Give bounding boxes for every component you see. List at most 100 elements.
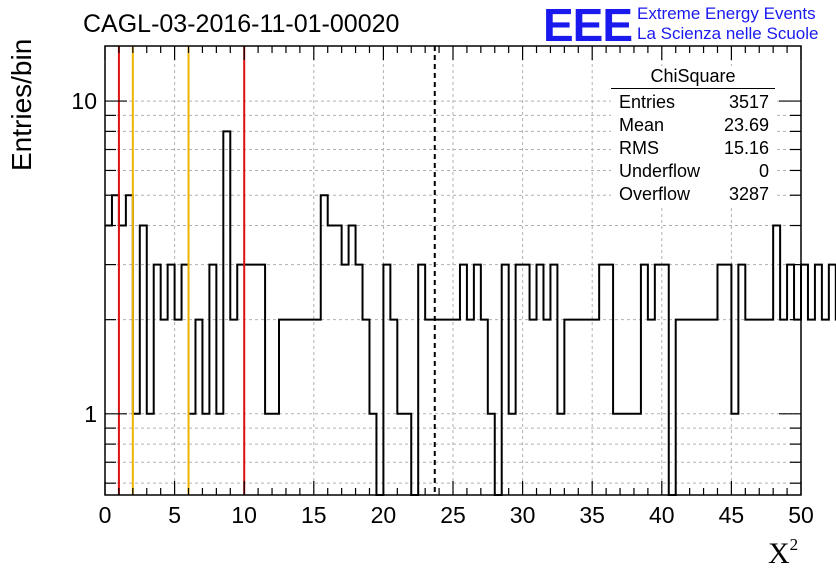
- histogram-bar: [342, 265, 349, 495]
- histogram-bar: [731, 414, 738, 495]
- stats-label: Overflow: [619, 183, 690, 206]
- histogram-bar: [815, 265, 822, 495]
- histogram-bar: [627, 414, 634, 495]
- histogram-bar: [676, 320, 683, 495]
- histogram-bar: [606, 265, 613, 495]
- histogram-bar: [154, 265, 161, 495]
- histogram-bar: [704, 320, 711, 495]
- x-tick-label: 50: [788, 502, 814, 528]
- histogram-bar: [328, 226, 335, 495]
- histogram-bar: [773, 226, 780, 495]
- x-axis-label: X2: [768, 535, 798, 571]
- eee-logo: EEE: [543, 2, 632, 48]
- histogram-bar: [251, 265, 258, 495]
- histogram-bar: [175, 320, 182, 495]
- histogram-bar: [293, 320, 300, 495]
- histogram-bar: [530, 320, 537, 495]
- histogram-bar: [724, 265, 731, 495]
- histogram-bar: [189, 414, 196, 495]
- histogram-bar: [223, 131, 230, 495]
- x-tick-label: 40: [649, 502, 675, 528]
- histogram-bar: [314, 320, 321, 495]
- histogram-bar: [272, 414, 279, 495]
- x-tick-label: 20: [371, 502, 397, 528]
- histogram-bar: [244, 265, 251, 495]
- x-tick-label: 25: [440, 502, 466, 528]
- histogram-bar: [425, 320, 432, 495]
- histogram-bar: [481, 320, 488, 495]
- histogram-bar: [537, 265, 544, 495]
- histogram-bar: [216, 414, 223, 495]
- y-tick-label: 10: [71, 88, 97, 114]
- histogram-bar: [585, 320, 592, 495]
- histogram-bar: [474, 265, 481, 495]
- histogram-bar: [418, 265, 425, 495]
- histogram-bar: [620, 414, 627, 495]
- stats-row: Underflow 0: [611, 160, 775, 183]
- histogram-bar: [140, 226, 147, 495]
- histogram-bar: [453, 320, 460, 495]
- histogram-bar: [369, 414, 376, 495]
- histogram-bar: [321, 195, 328, 495]
- histogram-bar: [279, 320, 286, 495]
- histogram-bar: [599, 265, 606, 495]
- histogram-bar: [182, 265, 189, 495]
- stats-value: 15.16: [724, 137, 769, 160]
- stats-label: Underflow: [619, 160, 700, 183]
- histogram-bar: [265, 414, 272, 495]
- stats-row: Overflow 3287: [611, 183, 775, 206]
- stats-label: Mean: [619, 114, 664, 137]
- histogram-bar: [237, 265, 244, 495]
- histogram-bar: [390, 320, 397, 495]
- histogram-bar: [780, 320, 787, 495]
- histogram-bar: [745, 320, 752, 495]
- y-tick-label: 1: [84, 401, 97, 427]
- histogram-bar: [112, 195, 119, 495]
- histogram-bar: [738, 265, 745, 495]
- histogram-bar: [383, 265, 390, 495]
- y-axis-label: Entries/bin: [6, 51, 38, 171]
- histogram-bar: [488, 414, 495, 495]
- stats-value: 3287: [729, 183, 769, 206]
- histogram-bar: [335, 226, 342, 495]
- histogram-bar: [439, 320, 446, 495]
- histogram-bar: [286, 320, 293, 495]
- x-tick-label: 45: [719, 502, 745, 528]
- histogram-bar: [460, 265, 467, 495]
- histogram-bar: [697, 320, 704, 495]
- histogram-bar: [592, 320, 599, 495]
- histogram-bar: [808, 320, 815, 495]
- histogram-bar: [258, 265, 265, 495]
- stats-row: Entries 3517: [611, 91, 775, 114]
- stats-row: Mean 23.69: [611, 114, 775, 137]
- histogram-bar: [564, 320, 571, 495]
- histogram-bar: [829, 265, 836, 495]
- logo-line-1: Extreme Energy Events: [637, 4, 816, 24]
- histogram-bar: [168, 265, 175, 495]
- histogram-bar: [509, 414, 516, 495]
- histogram-bar: [230, 320, 237, 495]
- histogram-bar: [690, 320, 697, 495]
- histogram-bar: [578, 320, 585, 495]
- stats-label: Entries: [619, 91, 675, 114]
- histogram-bar: [119, 226, 126, 495]
- histogram-bar: [801, 265, 808, 495]
- stats-box: ChiSquare Entries 3517 Mean 23.69 RMS 15…: [611, 66, 775, 206]
- stats-value: 3517: [729, 91, 769, 114]
- histogram-bar: [683, 320, 690, 495]
- histogram-bar: [759, 320, 766, 495]
- stats-title: ChiSquare: [611, 66, 775, 89]
- histogram-bar: [523, 265, 530, 495]
- histogram-bar: [300, 320, 307, 495]
- histogram-bar: [133, 414, 140, 495]
- histogram-bar: [446, 320, 453, 495]
- histogram-bar: [787, 265, 794, 495]
- histogram-bar: [655, 265, 662, 495]
- histogram-bar: [467, 320, 474, 495]
- x-tick-label: 0: [99, 502, 112, 528]
- stats-row: RMS 15.16: [611, 137, 775, 160]
- histogram-bar: [571, 320, 578, 495]
- histogram-bar: [557, 414, 564, 495]
- logo-line-2: La Scienza nelle Scuole: [637, 24, 818, 44]
